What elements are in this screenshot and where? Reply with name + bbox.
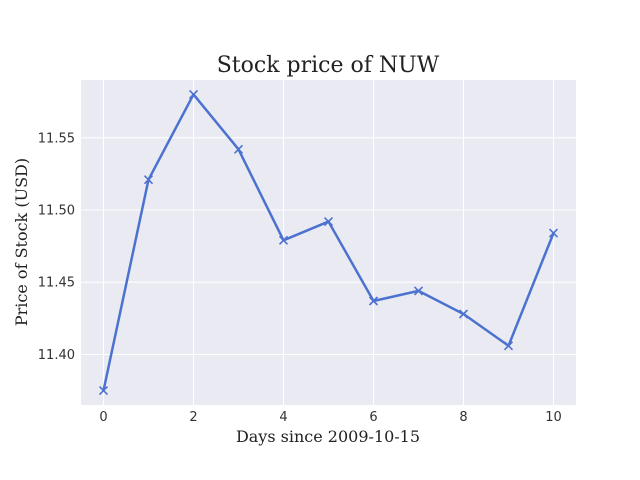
y-tick-label: 11.45 [38,276,75,291]
data-point-marker [413,286,424,296]
data-point-marker [323,216,334,227]
data-point-marker [548,228,559,238]
data-point-marker [278,235,289,245]
data-point-marker [233,144,244,154]
series-layer [98,89,559,396]
x-axis-label: Days since 2009-10-15 [236,427,420,446]
data-point-marker [458,309,469,319]
x-tick-label: 8 [459,410,467,425]
data-point-marker [503,341,514,351]
y-tick-label: 11.55 [38,131,75,146]
y-tick-label: 11.50 [38,204,75,219]
data-point-marker [98,385,109,396]
data-point-marker [188,89,199,100]
plot-background [81,80,576,405]
x-tick-label: 2 [189,410,197,425]
x-tick-label: 6 [369,410,377,425]
x-tick-label: 4 [279,410,287,425]
y-axis-label: Price of Stock (USD) [12,158,31,326]
x-tick-labels: 0 2 4 6 8 10 [99,410,561,425]
chart-title: Stock price of NUW [217,53,440,78]
x-tick-label: 10 [545,410,562,425]
x-tick-label: 0 [99,410,107,425]
y-tick-labels: 11.40 11.45 11.50 11.55 [38,131,75,363]
grid [81,80,576,405]
y-tick-label: 11.40 [38,348,75,363]
data-point-marker [143,175,154,185]
data-point-marker [368,296,379,306]
